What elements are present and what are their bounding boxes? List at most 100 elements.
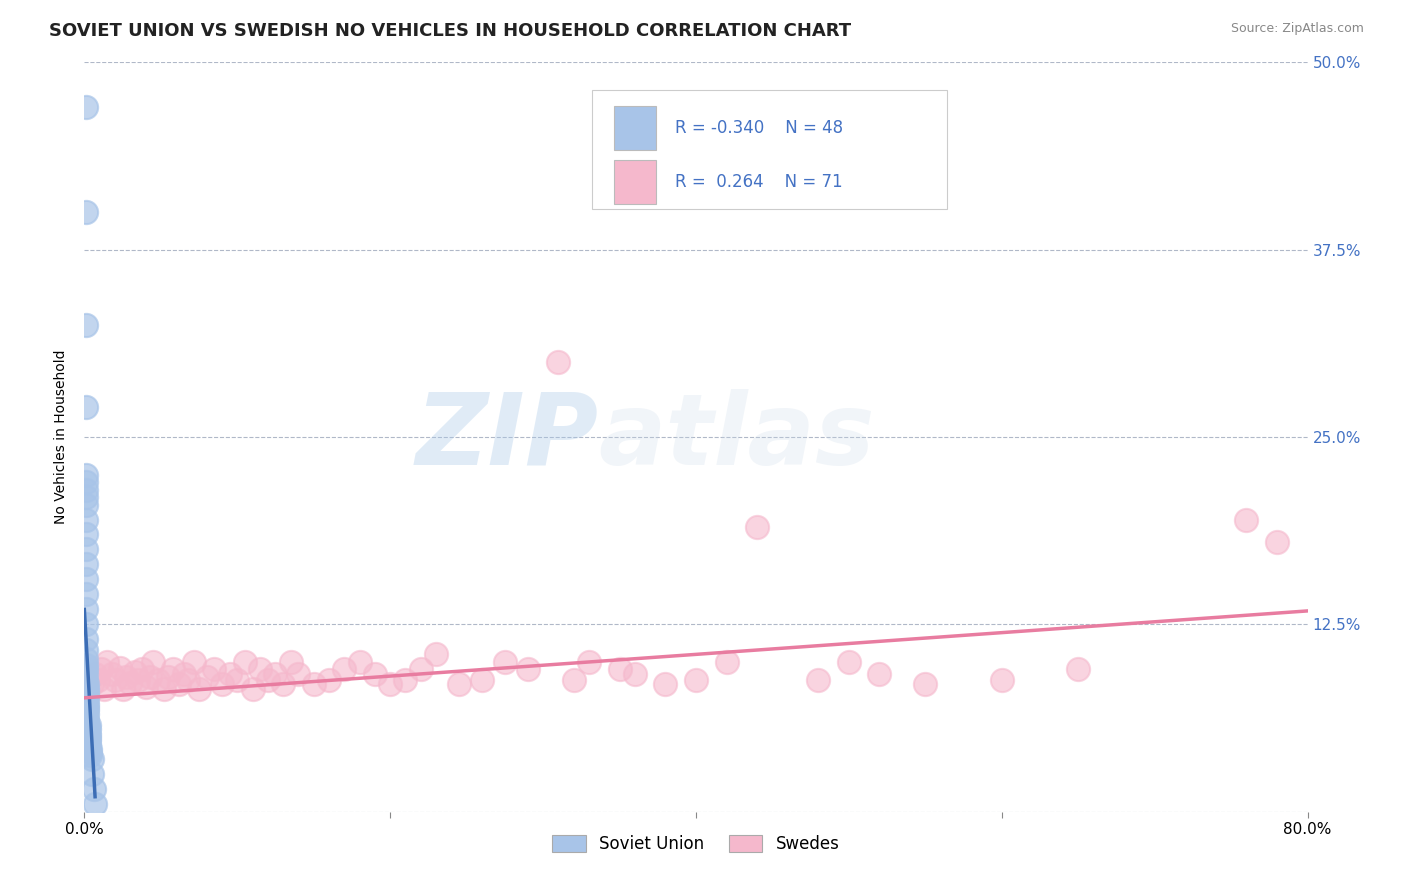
Point — [75, 467, 97, 482]
Y-axis label: No Vehicles in Household: No Vehicles in Household — [55, 350, 69, 524]
Point — [609, 662, 631, 676]
Point — [75, 318, 97, 332]
Point — [75, 542, 97, 557]
Point — [131, 662, 153, 676]
Point — [120, 676, 142, 690]
FancyBboxPatch shape — [614, 160, 655, 204]
Point — [249, 662, 271, 676]
Point — [264, 666, 287, 681]
Point — [302, 677, 325, 691]
Point — [111, 681, 134, 696]
Point — [76, 685, 98, 699]
Text: Source: ZipAtlas.com: Source: ZipAtlas.com — [1230, 22, 1364, 36]
Point — [75, 617, 97, 632]
Point — [77, 730, 100, 744]
Point — [75, 490, 97, 504]
Point — [142, 655, 165, 669]
Point — [79, 745, 101, 759]
Point — [242, 681, 264, 696]
Point — [364, 666, 387, 681]
Point — [471, 673, 494, 687]
Point — [75, 400, 97, 414]
Point — [1265, 535, 1288, 549]
Point — [76, 699, 98, 714]
Point — [425, 648, 447, 662]
Point — [226, 673, 249, 687]
Point — [173, 666, 195, 681]
Point — [76, 692, 98, 706]
Point — [76, 697, 98, 711]
Point — [333, 662, 356, 676]
Point — [76, 714, 98, 729]
Point — [76, 712, 98, 726]
Point — [75, 498, 97, 512]
Point — [1236, 512, 1258, 526]
Point — [75, 100, 97, 114]
Point — [75, 657, 97, 672]
Point — [146, 673, 169, 687]
Point — [77, 732, 100, 747]
Point — [77, 727, 100, 741]
Point — [77, 737, 100, 751]
Point — [75, 666, 97, 681]
Point — [188, 681, 211, 696]
Point — [75, 475, 97, 489]
Point — [211, 677, 233, 691]
Point — [167, 677, 190, 691]
Point — [75, 643, 97, 657]
Point — [75, 512, 97, 526]
Point — [271, 677, 294, 691]
FancyBboxPatch shape — [592, 90, 946, 209]
Point — [547, 355, 569, 369]
Text: ZIP: ZIP — [415, 389, 598, 485]
Point — [108, 661, 131, 675]
Point — [624, 666, 647, 681]
Point — [76, 688, 98, 702]
Point — [75, 205, 97, 219]
Point — [84, 797, 107, 812]
Point — [87, 673, 110, 687]
Text: SOVIET UNION VS SWEDISH NO VEHICLES IN HOUSEHOLD CORRELATION CHART: SOVIET UNION VS SWEDISH NO VEHICLES IN H… — [49, 22, 852, 40]
Point — [685, 673, 707, 687]
Point — [447, 677, 470, 691]
Point — [79, 747, 101, 762]
Point — [183, 655, 205, 669]
Point — [654, 677, 676, 691]
Point — [380, 677, 402, 691]
Point — [80, 767, 103, 781]
Point — [96, 655, 118, 669]
Point — [75, 632, 97, 647]
Point — [747, 520, 769, 534]
Point — [77, 723, 100, 737]
Text: R = -0.340    N = 48: R = -0.340 N = 48 — [675, 119, 844, 137]
Point — [349, 655, 371, 669]
Point — [177, 673, 200, 687]
Point — [76, 707, 98, 722]
Point — [75, 602, 97, 616]
Point — [139, 670, 162, 684]
Point — [280, 655, 302, 669]
Point — [838, 655, 860, 669]
Point — [409, 662, 432, 676]
Point — [79, 741, 101, 756]
Point — [562, 673, 585, 687]
Point — [84, 666, 107, 681]
Point — [75, 483, 97, 497]
Point — [77, 718, 100, 732]
Point — [83, 782, 105, 797]
Point — [135, 681, 157, 695]
Point — [80, 752, 103, 766]
Point — [75, 673, 97, 687]
Text: atlas: atlas — [598, 389, 875, 485]
Point — [77, 670, 100, 684]
Point — [869, 666, 891, 681]
Point — [80, 677, 103, 691]
Point — [233, 655, 256, 669]
Point — [218, 666, 240, 681]
Point — [162, 662, 184, 676]
Point — [1067, 662, 1090, 676]
Point — [394, 673, 416, 687]
Text: R =  0.264    N = 71: R = 0.264 N = 71 — [675, 173, 842, 191]
Point — [716, 655, 738, 669]
Point — [318, 673, 340, 687]
